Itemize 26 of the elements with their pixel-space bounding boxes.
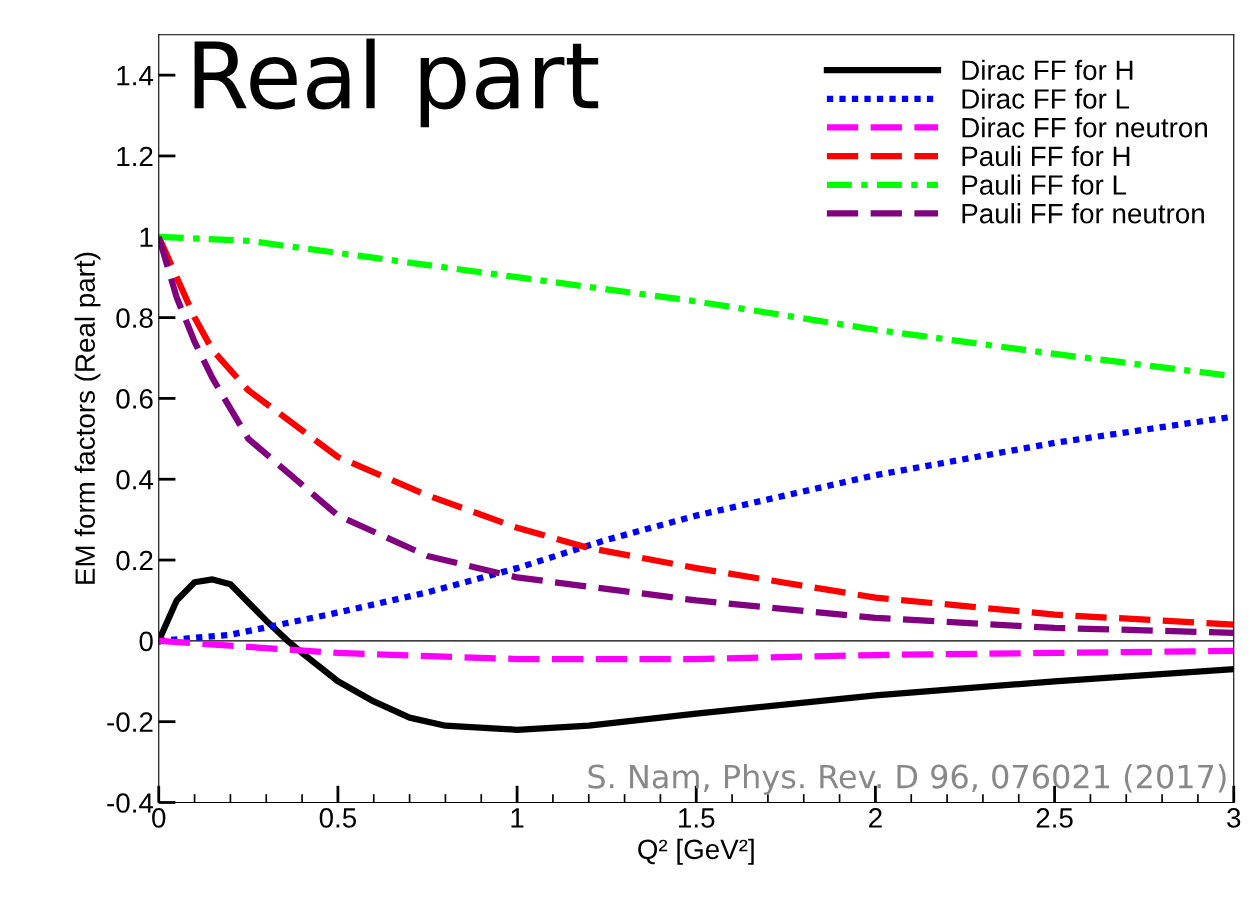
y-tick-label: -0.4 — [107, 793, 154, 813]
annotation: S. Nam, Phys. Rev. D 96, 076021 (2017) — [588, 763, 1226, 795]
y-tick-label: 0.6 — [116, 389, 153, 409]
x-tick-label: 2.5 — [1036, 808, 1073, 828]
legend-label: Dirac FF for L — [962, 88, 1130, 109]
legend-label: Pauli FF for L — [962, 174, 1127, 195]
legend-label: Pauli FF for H — [962, 145, 1130, 167]
legend-label: Pauli FF for neutron — [962, 203, 1204, 224]
y-axis-title: EM form factors (Real part) — [74, 252, 101, 584]
y-tick-label: 0.4 — [116, 469, 154, 490]
y-tick-label: 0.8 — [116, 308, 153, 328]
x-tick-label: 3 — [1227, 808, 1241, 828]
legend-label: Dirac FF for neutron — [962, 117, 1207, 138]
x-tick-label: 1 — [511, 808, 524, 828]
legend-label: Dirac FF for H — [962, 59, 1133, 81]
chart-title: Real part — [194, 38, 599, 128]
x-tick-label: 2 — [869, 808, 882, 828]
y-tick-label: 1 — [140, 227, 153, 247]
x-tick-label: 0.5 — [319, 808, 357, 828]
x-axis-title: Q² [GeV²] — [638, 838, 754, 865]
y-tick-label: 0.2 — [116, 550, 153, 571]
y-tick-label: 1.2 — [117, 146, 153, 167]
y-tick-label: -0.2 — [107, 712, 153, 733]
y-tick-label: 1.4 — [117, 66, 154, 86]
x-tick-label: 1.5 — [679, 808, 715, 828]
y-tick-label: 0 — [139, 631, 153, 652]
